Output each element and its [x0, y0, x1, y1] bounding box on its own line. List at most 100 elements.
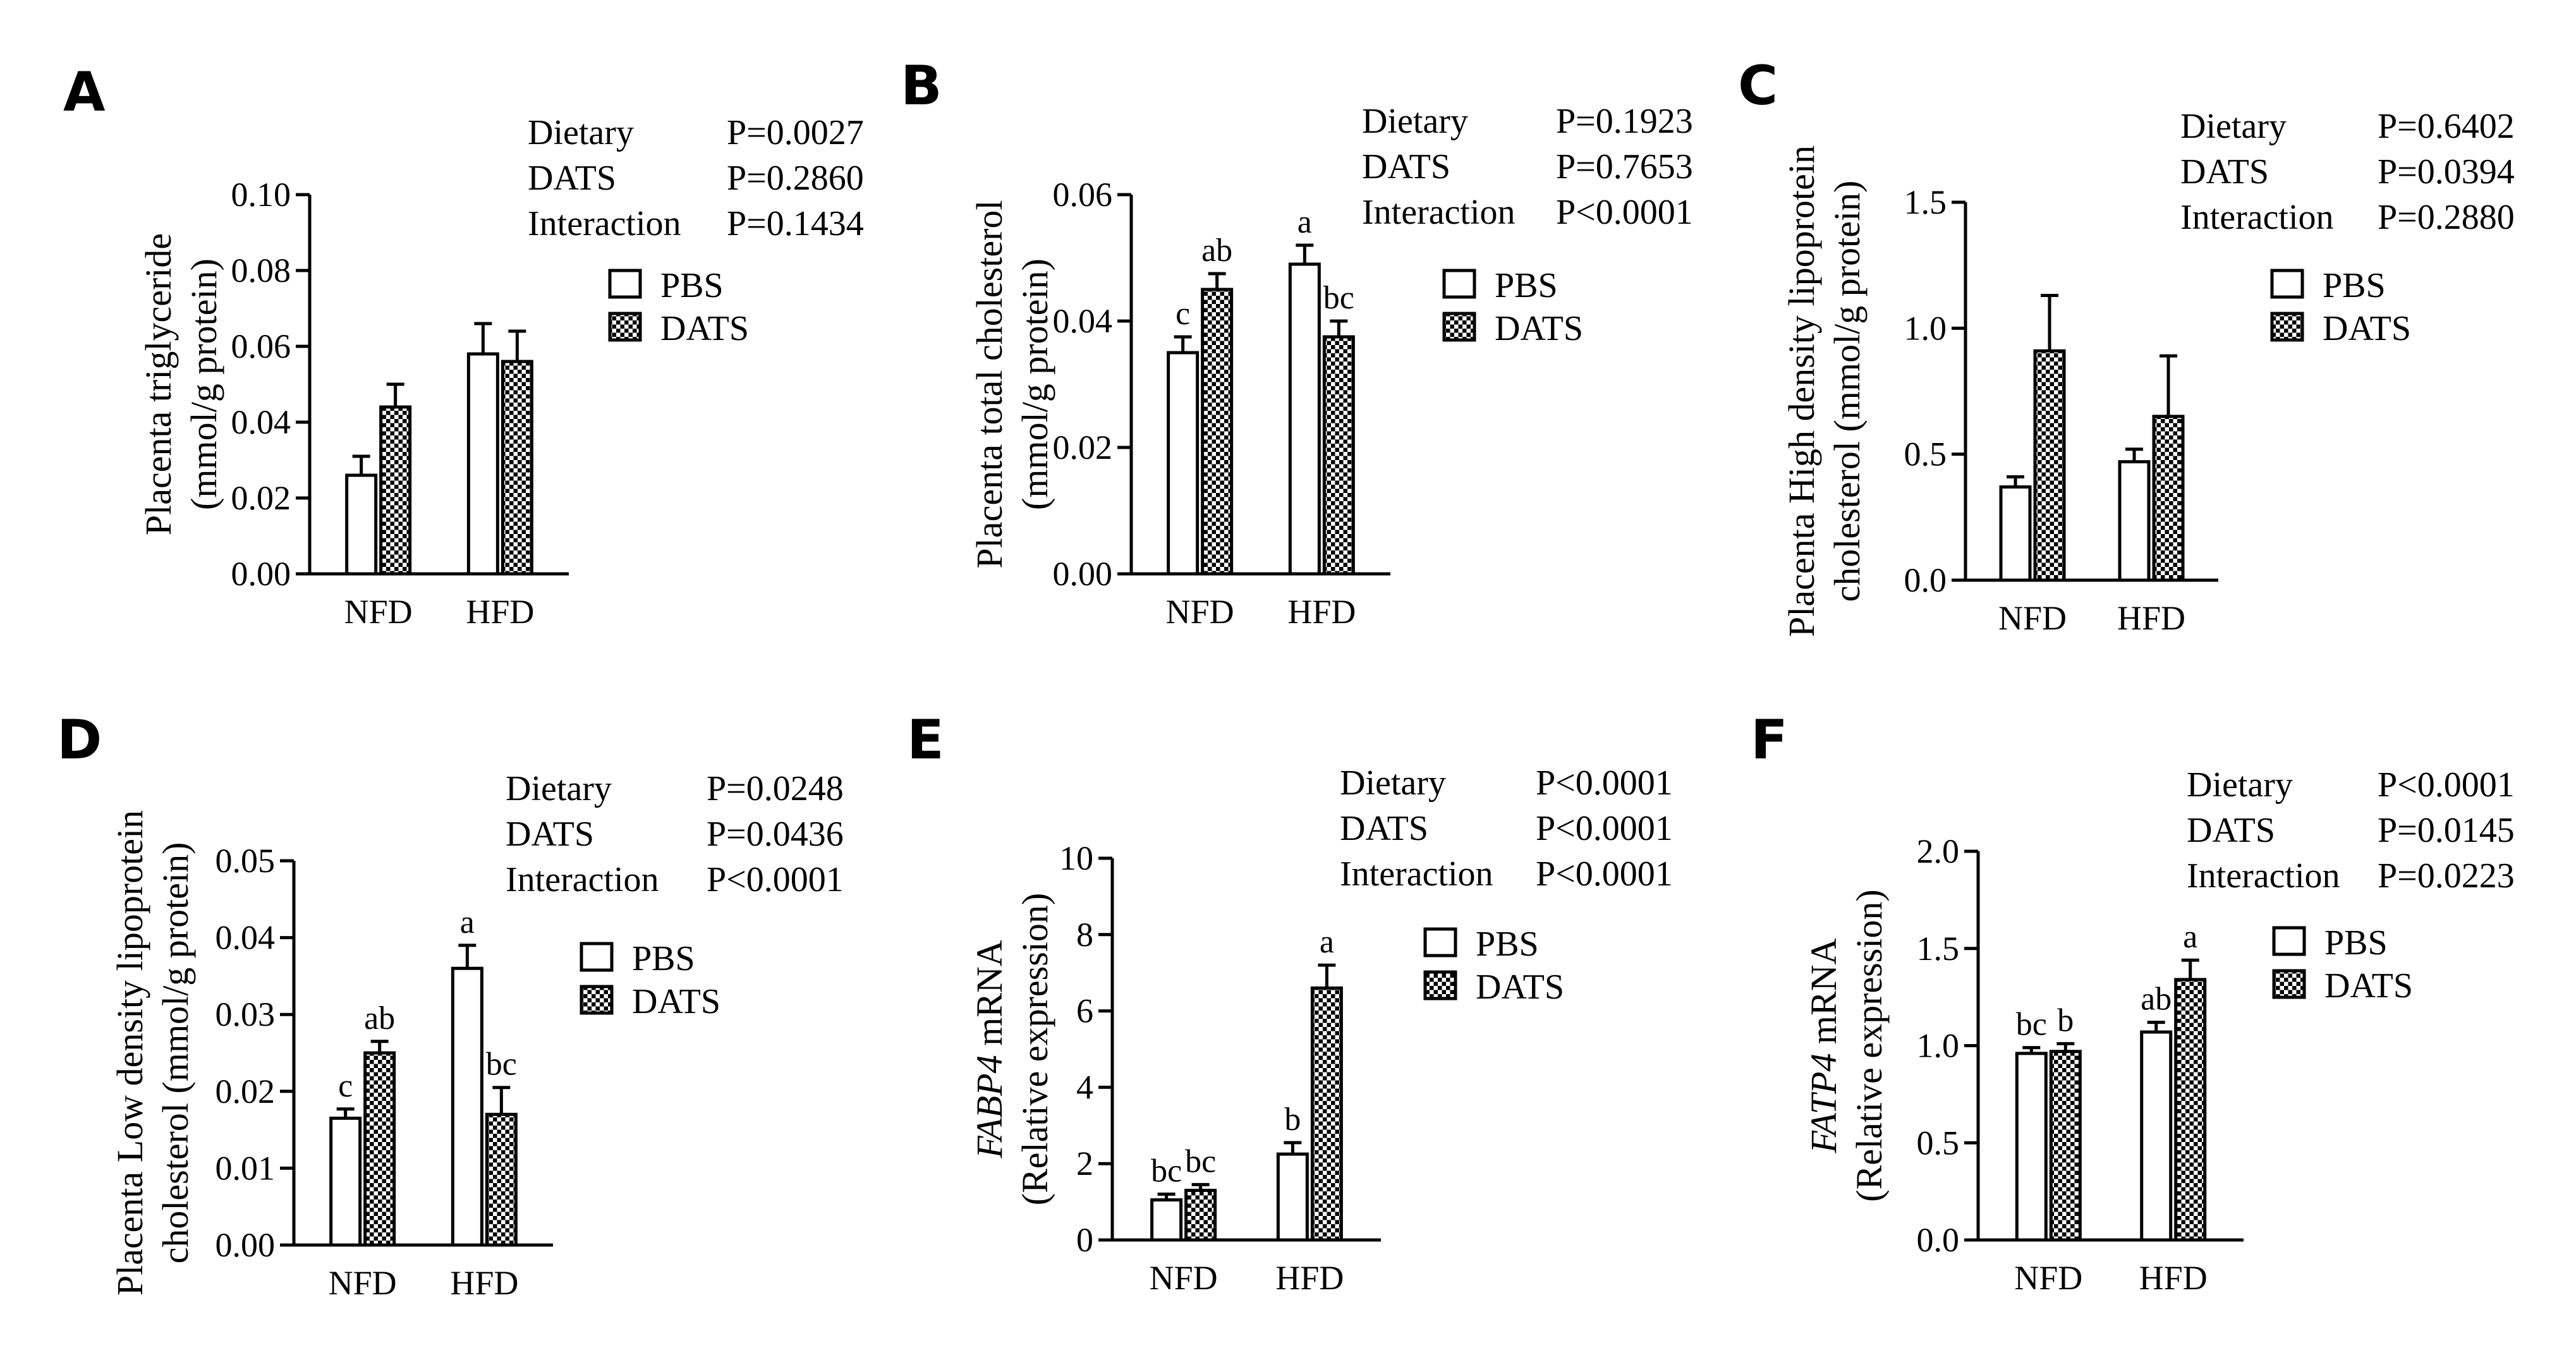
x-tick-label: NFD	[1998, 599, 2067, 637]
significance-letter: bc	[1185, 1143, 1216, 1179]
bar-dats-nfd	[1201, 288, 1234, 576]
y-axis-title-line-2: (Relative expression)	[1849, 889, 1890, 1201]
y-tick-label: 2	[1076, 1145, 1093, 1182]
legend-pbs-swatch	[1442, 269, 1476, 299]
y-tick-label: 0.5	[1917, 1124, 1960, 1162]
y-tick-label: 0.06	[231, 327, 291, 365]
stat-value: P=0.1923	[1556, 102, 1693, 141]
chart-panel-c: C 0.0 0.5 1.0 1.5 Placenta High density lipop…	[1738, 54, 2515, 637]
stat-value: P=0.2880	[2378, 198, 2515, 237]
x-tick-label: HFD	[466, 593, 534, 631]
legend-dats-label: DATS	[632, 982, 720, 1021]
bar-dats-hfd	[1310, 986, 1343, 1242]
legend-dats-swatch	[2272, 969, 2306, 999]
y-tick-label: 0.04	[216, 919, 276, 957]
legend-dats-swatch	[1442, 312, 1476, 342]
stat-value: P=0.7653	[1556, 147, 1693, 186]
y-tick-label: 0.01	[216, 1149, 276, 1187]
significance-letter: c	[338, 1068, 353, 1104]
y-tick-label: 0.05	[216, 842, 276, 880]
y-axis-title-line-2: (Relative expression)	[1014, 893, 1055, 1205]
stat-label: Dietary	[2180, 107, 2287, 146]
legend-dats-swatch	[580, 985, 614, 1015]
stat-value: P=0.0248	[707, 769, 844, 808]
y-axis-title-line-1: FABP4 mRNA	[969, 940, 1010, 1158]
panel-letter: A	[63, 61, 106, 124]
stat-label: Interaction	[528, 204, 681, 243]
y-tick-label: 0.06	[1053, 176, 1113, 214]
stat-label: Interaction	[2180, 198, 2334, 237]
panel-letter: C	[1738, 54, 1778, 118]
legend-pbs-label: PBS	[2323, 266, 2386, 305]
bar-pbs-nfd	[1167, 351, 1200, 576]
bar-dats-hfd	[485, 1112, 518, 1247]
legend-pbs-swatch	[2270, 269, 2304, 299]
y-axis-title: FATP4 mRNA (Relative expression)	[1803, 889, 1890, 1201]
legend-dats-swatch	[608, 312, 642, 342]
legend-pbs-label: PBS	[632, 939, 695, 978]
significance-letter: bc	[2016, 1007, 2047, 1043]
x-tick-label: HFD	[2139, 1259, 2208, 1297]
bar-dats-nfd	[363, 1051, 396, 1247]
legend-dats-label: DATS	[1476, 968, 1564, 1007]
bar-pbs-hfd	[2140, 1030, 2173, 1242]
y-axis-title: FABP4 mRNA (Relative expression)	[969, 893, 1055, 1205]
stat-value: P<0.0001	[1536, 809, 1673, 848]
y-axis-title-line-2: (mmol/g protein)	[183, 258, 224, 510]
legend-pbs-label: PBS	[2324, 923, 2388, 963]
y-tick-label: 2.0	[1917, 832, 1960, 870]
y-tick-label: 1.0	[1904, 309, 1947, 347]
stat-label: DATS	[1362, 147, 1450, 186]
significance-letter: a	[1297, 204, 1312, 240]
y-tick-label: 1.0	[1917, 1027, 1960, 1065]
legend-pbs-swatch	[2272, 926, 2306, 956]
y-tick-label: 0.02	[231, 479, 291, 517]
bar-pbs-hfd	[2118, 460, 2151, 582]
y-axis-title-line-2: (mmol/g protein)	[1014, 258, 1055, 510]
x-tick-label: NFD	[2014, 1259, 2082, 1297]
stat-value: P=0.0145	[2378, 811, 2515, 850]
stat-value: P=0.0436	[707, 815, 844, 854]
chart-panel-d: D 0.00 0.01 0.02 0.03 0.04 0.05 Placenta Low de…	[57, 708, 844, 1302]
stat-label: Interaction	[2187, 856, 2340, 896]
gene-name: FABP4	[969, 1055, 1010, 1158]
stat-label: Dietary	[2187, 765, 2293, 805]
stat-value: P=0.0027	[727, 113, 864, 152]
panel-letter: B	[901, 54, 942, 118]
y-tick-label: 8	[1076, 916, 1093, 954]
stat-value: P=0.6402	[2378, 107, 2515, 146]
y-tick-label: 1.5	[1904, 183, 1947, 221]
legend-pbs-label: PBS	[1476, 925, 1539, 964]
stat-label: Interaction	[1340, 854, 1493, 894]
significance-letter: bc	[1323, 280, 1354, 316]
y-tick-label: 0.03	[216, 995, 276, 1033]
legend-dats-label: DATS	[660, 309, 749, 348]
bar-pbs-nfd	[1999, 485, 2032, 582]
significance-letter: b	[1284, 1102, 1301, 1138]
gene-suffix: mRNA	[969, 940, 1010, 1055]
y-tick-label: 0.0	[1917, 1221, 1960, 1259]
bar-dats-hfd	[2152, 415, 2185, 582]
bar-dats-hfd	[1322, 335, 1355, 576]
stat-label: Dietary	[1362, 102, 1468, 141]
y-tick-label: 0.5	[1904, 435, 1947, 473]
legend-dats-swatch	[2270, 312, 2304, 342]
stat-label: DATS	[506, 815, 594, 854]
y-tick-label: 10	[1059, 839, 1093, 877]
bar-pbs-nfd	[2015, 1052, 2048, 1242]
x-tick-label: HFD	[450, 1264, 518, 1302]
bar-dats-hfd	[2174, 978, 2207, 1242]
y-tick-label: 0.00	[216, 1226, 276, 1264]
y-tick-label: 0.00	[231, 555, 291, 593]
bar-dats-nfd	[379, 405, 412, 576]
y-axis-title-line-2: cholesterol (mmol/g protein)	[155, 842, 196, 1264]
bar-pbs-hfd	[1276, 1152, 1309, 1242]
significance-letter: ab	[1201, 233, 1232, 269]
stat-label: Interaction	[1362, 193, 1516, 232]
stat-value: P=0.0223	[2378, 856, 2515, 896]
legend-pbs-label: PBS	[1495, 266, 1558, 305]
significance-letter: a	[2183, 919, 2197, 955]
